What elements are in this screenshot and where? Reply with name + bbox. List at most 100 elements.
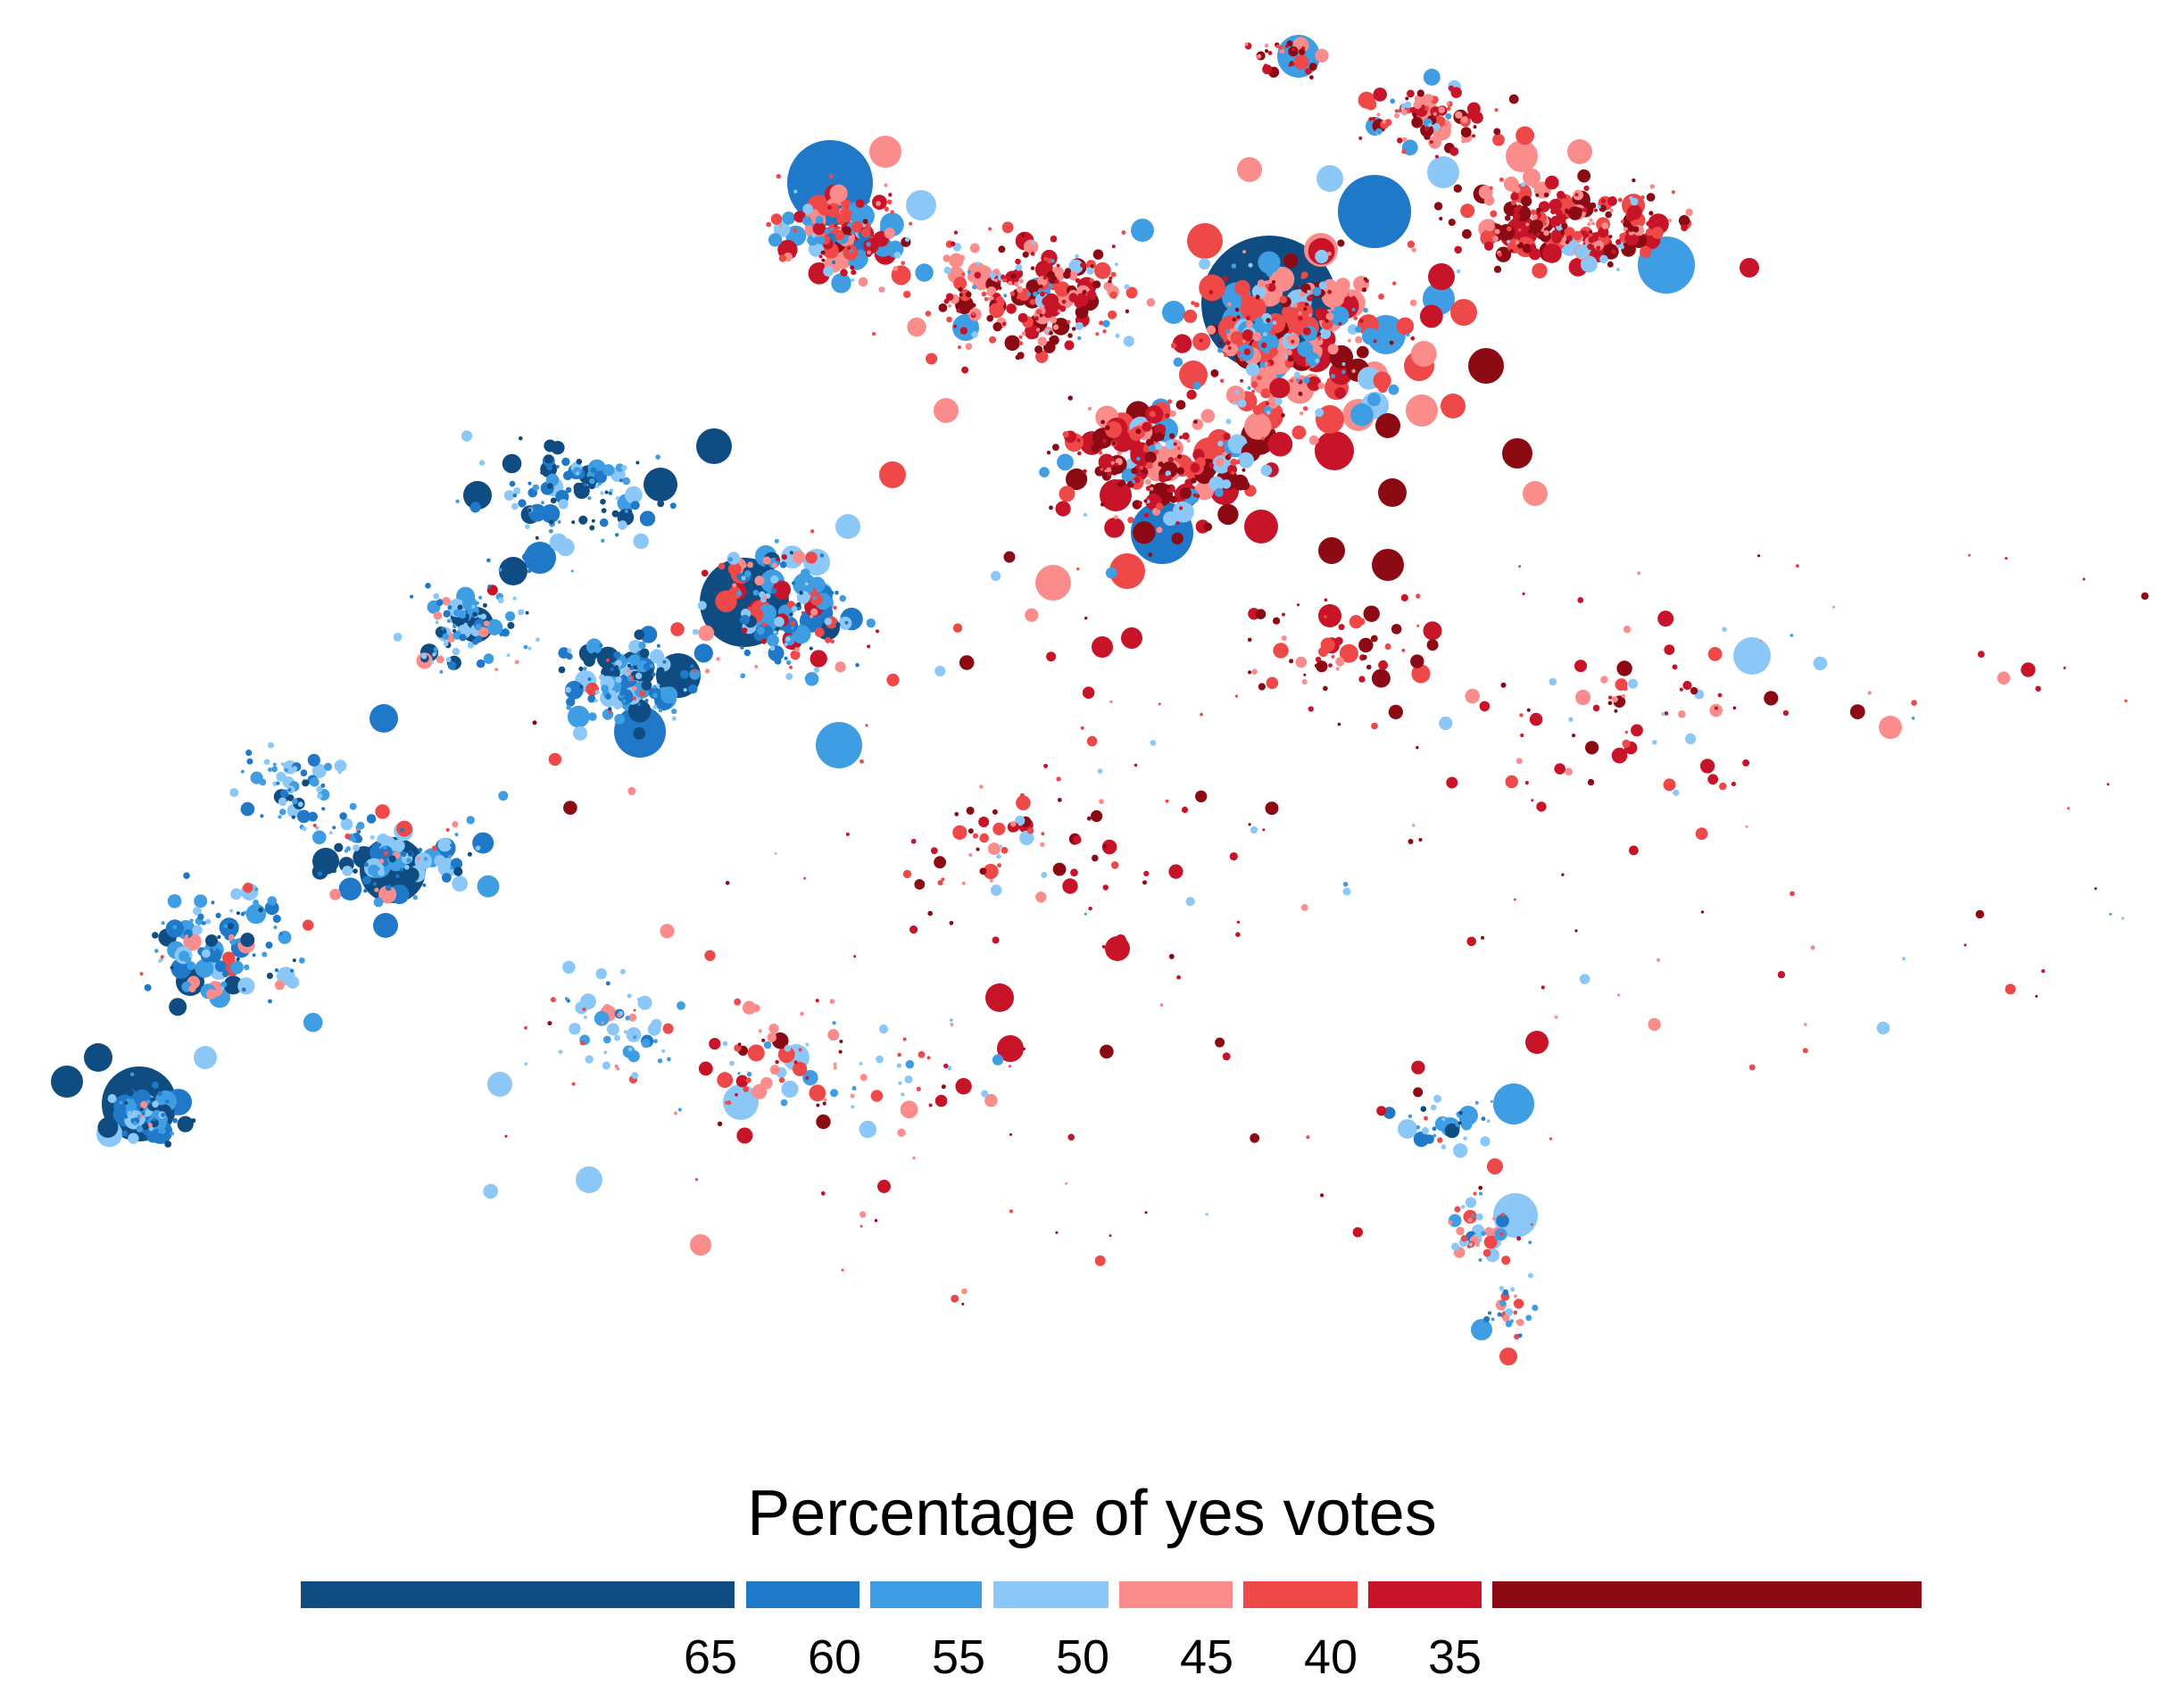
municipality-bubble [1707,647,1723,661]
municipality-bubble [1318,281,1327,290]
municipality-bubble [801,216,812,226]
municipality-bubble [1059,485,1075,502]
municipality-bubble [1358,676,1366,683]
municipality-bubble [1308,377,1317,386]
municipality-bubble [1362,654,1367,660]
municipality-bubble [445,657,452,663]
municipality-bubble [603,1035,611,1044]
municipality-bubble [1628,226,1634,232]
municipality-bubble [1554,1015,1558,1019]
municipality-bubble [309,776,320,787]
municipality-bubble [950,241,956,247]
municipality-bubble [934,1094,948,1107]
municipality-bubble [541,501,544,505]
municipality-bubble [260,814,264,818]
municipality-bubble [302,779,310,787]
municipality-bubble [1039,313,1043,318]
municipality-bubble [1717,693,1723,698]
municipality-bubble [967,828,974,834]
municipality-bubble [1101,438,1108,444]
municipality-bubble [1468,348,1504,384]
municipality-bubble [1517,228,1522,232]
municipality-bubble [1266,283,1276,293]
municipality-bubble [167,894,182,908]
municipality-bubble [1549,1137,1553,1140]
municipality-bubble [1509,249,1514,253]
municipality-bubble [652,1039,658,1044]
municipality-bubble [1481,935,1484,940]
municipality-bubble [1263,64,1267,68]
municipality-bubble [1427,156,1459,188]
municipality-bubble [1109,700,1113,704]
municipality-bubble [1588,236,1595,244]
municipality-bubble [1335,657,1345,667]
municipality-bubble [1449,146,1459,156]
municipality-bubble [778,223,783,228]
municipality-bubble [1460,127,1472,138]
municipality-bubble [1068,293,1078,303]
municipality-bubble [725,881,730,885]
municipality-bubble [727,557,734,562]
municipality-bubble [412,895,418,900]
municipality-bubble [447,854,453,858]
municipality-bubble [1154,443,1162,451]
municipality-bubble [1051,318,1070,336]
municipality-bubble [1632,178,1636,183]
municipality-bubble [992,268,1001,276]
municipality-bubble [1139,465,1144,470]
municipality-bubble [789,665,793,669]
municipality-bubble [1273,617,1281,625]
municipality-bubble [237,939,241,943]
municipality-bubble [865,724,868,727]
municipality-bubble [947,1066,952,1071]
municipality-bubble [197,913,204,920]
municipality-bubble [1657,610,1674,627]
municipality-bubble [483,653,494,664]
legend-title: Percentage of yes votes [747,1478,1437,1549]
municipality-bubble [814,627,825,637]
municipality-bubble [1250,825,1258,834]
municipality-bubble [1062,431,1069,438]
municipality-bubble [735,1074,749,1088]
municipality-bubble [639,626,658,643]
municipality-bubble [594,472,602,478]
municipality-bubble [1229,397,1233,401]
municipality-bubble [1911,700,1917,706]
municipality-bubble [512,596,517,601]
municipality-bubble [1297,396,1303,402]
municipality-bubble [835,514,860,539]
municipality-bubble [1444,1123,1460,1139]
municipality-bubble [564,680,584,700]
municipality-bubble [1389,340,1394,345]
municipality-bubble [1168,864,1183,879]
municipality-bubble [644,699,649,703]
municipality-bubble [1208,289,1214,294]
municipality-bubble [818,254,823,259]
municipality-bubble [656,684,660,688]
municipality-bubble [1707,774,1719,785]
municipality-bubble [2094,887,2097,891]
municipality-bubble [459,634,467,642]
municipality-bubble [1029,299,1036,305]
municipality-bubble [1876,1021,1890,1035]
municipality-bubble [1499,1299,1507,1306]
municipality-bubble [527,481,532,485]
municipality-bubble [1041,872,1048,878]
municipality-bubble [237,911,240,916]
municipality-bubble [1565,240,1570,245]
municipality-bubble [202,963,214,975]
municipality-bubble [844,620,849,625]
municipality-bubble [280,762,285,767]
municipality-bubble [1146,298,1156,307]
municipality-bubble [1106,467,1112,473]
municipality-bubble [1615,239,1622,245]
municipality-bubble [961,881,966,885]
municipality-bubble [205,934,218,948]
municipality-bubble [616,1066,620,1071]
municipality-bubble [1273,643,1289,659]
municipality-bubble [349,802,357,810]
municipality-bubble [1341,369,1346,374]
municipality-bubble [969,243,980,253]
municipality-bubble [579,684,584,689]
municipality-bubble [1172,501,1194,523]
